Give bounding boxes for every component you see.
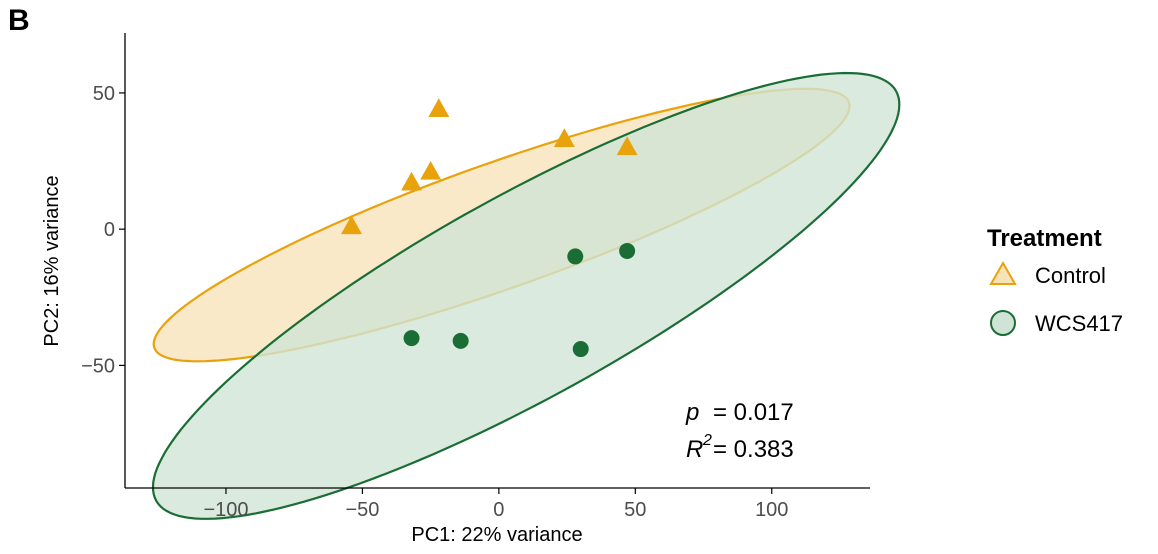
y-tick-label: 0 (104, 219, 115, 241)
legend-title: Treatment (987, 225, 1102, 252)
p-value: = 0.017 (713, 399, 794, 426)
y-axis-title: PC2: 16% variance (41, 175, 63, 346)
r2-symbol: R (686, 436, 703, 463)
point-control-2 (401, 171, 422, 191)
x-ticks: −100 −50 0 50 100 (203, 488, 788, 521)
y-tick-label: −50 (81, 355, 115, 377)
legend-label-control: Control (1035, 263, 1106, 288)
y-ticks: −50 0 50 (81, 83, 125, 377)
legend-key-wcs417 (990, 310, 1016, 336)
legend-key-control (989, 260, 1017, 285)
y-tick-label: 50 (93, 83, 115, 105)
point-wcs417-2 (452, 332, 469, 349)
point-control-5 (553, 128, 575, 147)
point-wcs417-1 (403, 330, 420, 347)
ellipse-wcs417 (151, 71, 901, 520)
stat-annotation: p = 0.017 R 2 = 0.383 (685, 399, 794, 463)
point-control-4 (428, 98, 450, 117)
x-axis-title: PC1: 22% variance (411, 524, 582, 546)
x-tick-label: 0 (493, 499, 504, 521)
r2-superscript: 2 (702, 432, 712, 449)
x-tick-label: −50 (345, 499, 379, 521)
x-tick-label: −100 (203, 499, 248, 521)
point-control-6 (616, 136, 638, 156)
axes (124, 33, 870, 489)
point-wcs417-3 (567, 248, 584, 265)
point-control-3 (420, 160, 442, 180)
data-points (341, 98, 638, 358)
legend: Treatment Control WCS417 (987, 225, 1123, 336)
confidence-ellipses (151, 71, 901, 520)
point-wcs417-5 (619, 242, 636, 259)
legend-label-wcs417: WCS417 (1035, 311, 1123, 336)
r2-value: = 0.383 (713, 436, 794, 463)
point-control-1 (341, 215, 362, 235)
x-tick-label: 100 (755, 499, 788, 521)
x-tick-label: 50 (624, 499, 646, 521)
p-symbol: p (685, 399, 699, 426)
panel-label: B (8, 4, 30, 37)
point-wcs417-4 (572, 341, 589, 358)
